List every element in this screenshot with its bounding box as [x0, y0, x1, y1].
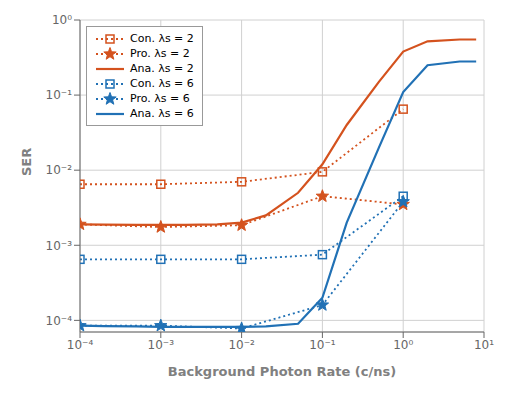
- svg-text:10⁻³: 10⁻³: [148, 338, 175, 352]
- html-text:Con. λs = 6: Con. λs = 6: [130, 77, 194, 90]
- svg-text:Background Photon Rate (c/ns): Background Photon Rate (c/ns): [168, 364, 396, 379]
- svg-text:10⁰: 10⁰: [393, 338, 413, 352]
- svg-text:10⁻³: 10⁻³: [46, 239, 73, 253]
- svg-text:10⁻⁴: 10⁻⁴: [46, 314, 73, 328]
- svg-text:10⁻²: 10⁻²: [46, 163, 73, 177]
- html-text:Ana. λs = 6: Ana. λs = 6: [130, 107, 194, 120]
- html-text:Pro. λs = 2: Pro. λs = 2: [130, 47, 190, 60]
- svg-text:10⁻¹: 10⁻¹: [46, 88, 73, 102]
- svg-text:10⁰: 10⁰: [52, 13, 72, 27]
- html-text:Con. λs = 2: Con. λs = 2: [130, 32, 194, 45]
- svg-text:10¹: 10¹: [474, 338, 494, 352]
- svg-text:10⁻²: 10⁻²: [228, 338, 255, 352]
- html-text:Ana. λs = 2: Ana. λs = 2: [130, 62, 194, 75]
- svg-text:10⁻¹: 10⁻¹: [309, 338, 336, 352]
- html-text:Pro. λs = 6: Pro. λs = 6: [130, 92, 190, 105]
- svg-text:SER: SER: [19, 148, 34, 176]
- svg-text:10⁻⁴: 10⁻⁴: [67, 338, 94, 352]
